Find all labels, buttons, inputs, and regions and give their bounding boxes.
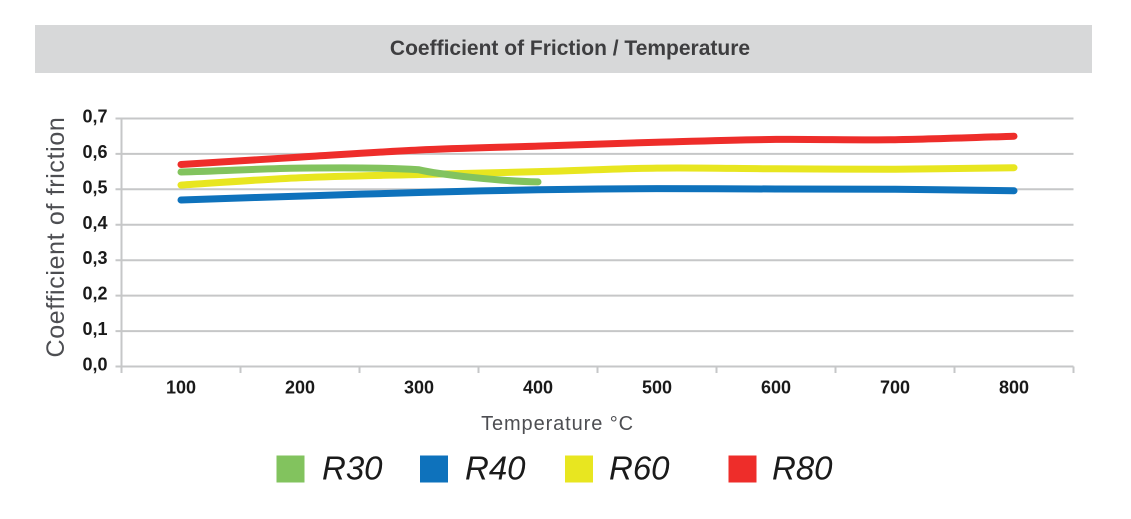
svg-text:300: 300 bbox=[404, 378, 434, 398]
svg-text:R80: R80 bbox=[772, 450, 833, 487]
svg-text:800: 800 bbox=[999, 378, 1029, 398]
svg-text:0,4: 0,4 bbox=[82, 213, 107, 233]
svg-text:200: 200 bbox=[285, 378, 315, 398]
svg-text:0,2: 0,2 bbox=[82, 284, 107, 304]
svg-text:R60: R60 bbox=[609, 450, 670, 487]
svg-text:100: 100 bbox=[166, 378, 196, 398]
svg-text:Coefficient of friction: Coefficient of friction bbox=[42, 117, 70, 358]
svg-text:0,1: 0,1 bbox=[82, 319, 107, 339]
svg-text:700: 700 bbox=[880, 378, 910, 398]
svg-text:0,5: 0,5 bbox=[82, 177, 107, 197]
svg-text:0,3: 0,3 bbox=[82, 248, 107, 268]
svg-text:0,7: 0,7 bbox=[82, 107, 107, 127]
svg-text:R30: R30 bbox=[322, 450, 383, 487]
svg-text:R40: R40 bbox=[465, 450, 526, 487]
svg-text:400: 400 bbox=[523, 378, 553, 398]
svg-text:Temperature °C: Temperature °C bbox=[481, 413, 634, 435]
svg-text:600: 600 bbox=[761, 378, 791, 398]
svg-text:0,0: 0,0 bbox=[82, 355, 107, 375]
svg-text:500: 500 bbox=[642, 378, 672, 398]
svg-text:0,6: 0,6 bbox=[82, 142, 107, 162]
